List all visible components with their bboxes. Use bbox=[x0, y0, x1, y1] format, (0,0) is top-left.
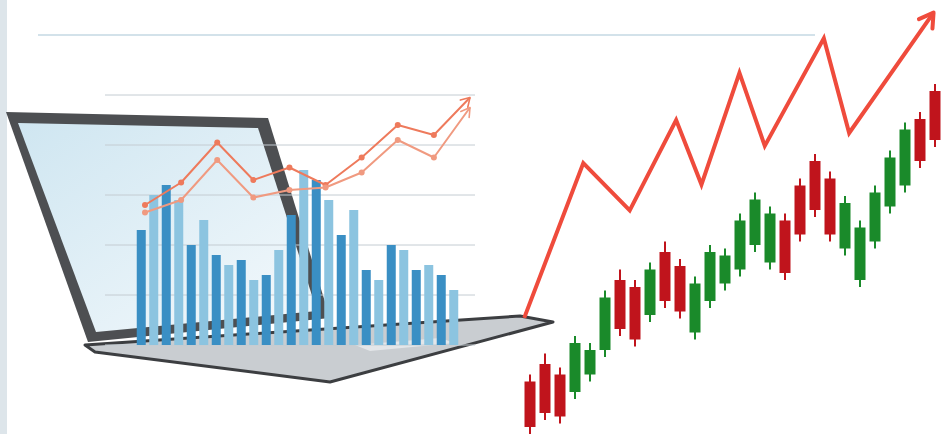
marker bbox=[214, 140, 220, 146]
bar bbox=[287, 215, 296, 345]
illustration bbox=[0, 0, 942, 434]
bar bbox=[362, 270, 371, 345]
grid-line bbox=[105, 145, 475, 146]
candle-body bbox=[900, 130, 911, 186]
candle-body bbox=[885, 158, 896, 207]
marker bbox=[323, 185, 329, 191]
bar bbox=[312, 180, 321, 345]
top-rule bbox=[38, 34, 815, 36]
bar bbox=[237, 260, 246, 345]
bar bbox=[412, 270, 421, 345]
candle-body bbox=[615, 280, 626, 329]
bar bbox=[349, 210, 358, 345]
bar bbox=[449, 290, 458, 345]
candle-body bbox=[915, 119, 926, 161]
plot-1 bbox=[142, 98, 470, 216]
bar bbox=[149, 195, 158, 345]
grid-line bbox=[105, 95, 475, 96]
marker bbox=[214, 157, 220, 163]
marker bbox=[142, 202, 148, 208]
arrow-head bbox=[919, 13, 934, 29]
candle-body bbox=[720, 256, 731, 284]
marker bbox=[431, 155, 437, 161]
bar bbox=[437, 275, 446, 345]
marker bbox=[178, 197, 184, 203]
marker bbox=[178, 180, 184, 186]
bar bbox=[324, 200, 333, 345]
bar bbox=[249, 280, 258, 345]
candle-body bbox=[705, 252, 716, 301]
candle-body bbox=[825, 179, 836, 235]
bar bbox=[337, 235, 346, 345]
marker bbox=[286, 187, 292, 193]
left-border bbox=[0, 0, 7, 434]
candle-body bbox=[660, 252, 671, 301]
candle-body bbox=[765, 214, 776, 263]
bar bbox=[137, 230, 146, 345]
bar bbox=[374, 280, 383, 345]
candle-body bbox=[555, 375, 566, 417]
line bbox=[145, 108, 470, 213]
candle-body bbox=[540, 364, 551, 413]
marker bbox=[359, 170, 365, 176]
bar bbox=[299, 170, 308, 345]
candle-body bbox=[645, 270, 656, 316]
line bbox=[524, 13, 933, 318]
bar bbox=[387, 245, 396, 345]
plot-3 bbox=[525, 84, 941, 434]
candle-body bbox=[795, 186, 806, 235]
marker bbox=[359, 155, 365, 161]
page: {"chart_data": [ {"type": "bar", "catego… bbox=[0, 0, 942, 434]
bar bbox=[224, 265, 233, 345]
candle-body bbox=[675, 266, 686, 312]
candle-body bbox=[585, 350, 596, 375]
bar bbox=[162, 185, 171, 345]
bar bbox=[262, 275, 271, 345]
candle-body bbox=[750, 200, 761, 246]
candle-body bbox=[840, 203, 851, 249]
candle-body bbox=[630, 287, 641, 340]
candle-body bbox=[780, 221, 791, 274]
arrow-head bbox=[461, 108, 470, 118]
bar bbox=[399, 250, 408, 345]
marker bbox=[431, 132, 437, 138]
bar bbox=[199, 220, 208, 345]
bar bbox=[187, 245, 196, 345]
candle-body bbox=[600, 298, 611, 351]
candle-body bbox=[690, 284, 701, 333]
marker bbox=[250, 177, 256, 183]
plot-2 bbox=[524, 13, 933, 318]
marker bbox=[395, 122, 401, 128]
bar bbox=[174, 200, 183, 345]
bar bbox=[424, 265, 433, 345]
marker bbox=[286, 165, 292, 171]
candle-body bbox=[930, 91, 941, 140]
candle-body bbox=[735, 221, 746, 270]
bar bbox=[212, 255, 221, 345]
marker bbox=[250, 195, 256, 201]
marker bbox=[395, 137, 401, 143]
candle-body bbox=[810, 161, 821, 210]
candle-body bbox=[855, 228, 866, 281]
arrow-head bbox=[460, 98, 470, 108]
bar bbox=[274, 250, 283, 345]
marker bbox=[142, 210, 148, 216]
candle-body bbox=[870, 193, 881, 242]
candle-body bbox=[525, 382, 536, 428]
candle-body bbox=[570, 343, 581, 392]
